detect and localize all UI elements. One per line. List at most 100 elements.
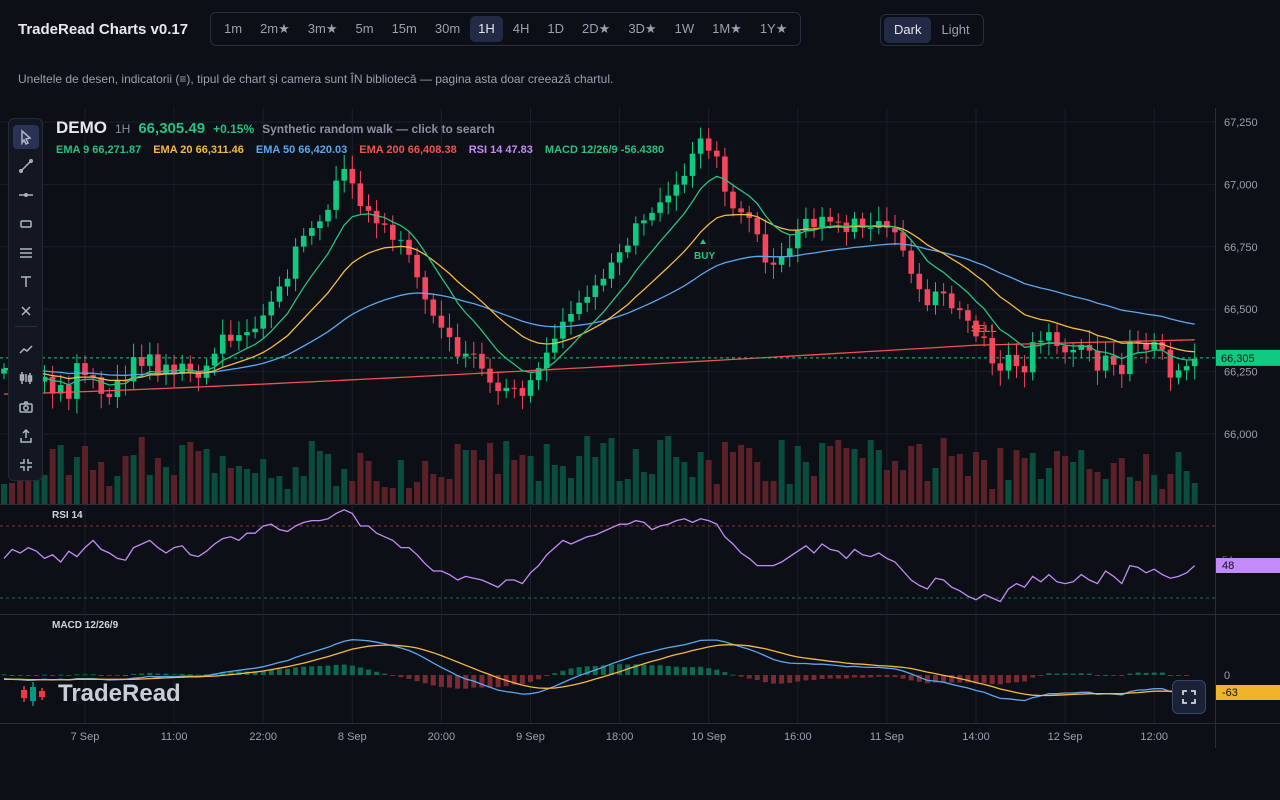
candle-body — [714, 150, 720, 157]
indicator-legend-item[interactable]: RSI 14 47.83 — [468, 144, 533, 156]
volume-bar — [859, 458, 866, 504]
macd-histogram-bar — [447, 675, 452, 688]
indicator-legend-item[interactable]: MACD 12/26/9 -56.4380 — [544, 144, 665, 156]
macd-histogram-bar — [479, 675, 485, 688]
indicator-legend-item[interactable]: EMA 200 66,408.38 — [359, 144, 457, 156]
cursor-icon — [21, 129, 32, 145]
compress-tool[interactable] — [13, 453, 39, 477]
macd-histogram-bar — [228, 671, 234, 675]
volume-bar — [989, 489, 996, 504]
candle-body — [1175, 370, 1182, 378]
drawing-toolbar — [8, 118, 43, 481]
last-price-tag-text: 66,305 — [1221, 353, 1255, 365]
candles-type-tool[interactable] — [13, 366, 39, 390]
candle-body — [179, 363, 185, 374]
timeframe-4H[interactable]: 4H — [512, 21, 530, 36]
symbol-search-link[interactable]: Synthetic random walk — click to search — [262, 122, 495, 136]
macd-histogram-bar — [25, 675, 31, 676]
timeframe-5m[interactable]: 5m — [355, 21, 374, 36]
volume-bar — [90, 470, 97, 504]
time-axis-label: 11:00 — [161, 731, 188, 743]
chart-legend: DEMO 1H 66,305.49 +0.15% Synthetic rando… — [56, 118, 664, 156]
top-bar: TradeRead Charts v0.17 1m 2m★ 3m★ 5m 15m 30m 1… — [0, 0, 1280, 60]
volume-bar — [503, 441, 510, 504]
candle-body — [195, 372, 202, 378]
chart-canvas[interactable]: 66,305 67,250 67,000 66,750 66,500 66,250 66,0… — [0, 108, 1280, 748]
cursor-tool[interactable] — [13, 125, 39, 149]
watermark-text: TradeRead — [58, 680, 181, 707]
volume-bar — [527, 456, 534, 504]
candle-body — [989, 337, 995, 364]
macd-histogram-bar — [487, 675, 493, 688]
timeframe-3D-star[interactable]: 3D★ — [628, 21, 657, 36]
timeframe-2m-star[interactable]: 2m★ — [260, 21, 290, 36]
volume-bar — [640, 472, 647, 504]
macd-histogram-bar — [1038, 675, 1044, 676]
macd-histogram-bar — [398, 675, 404, 678]
timeframe-1W[interactable]: 1W — [674, 21, 695, 36]
volume-bar — [713, 484, 720, 504]
timeframe-2D-star[interactable]: 2D★ — [582, 21, 611, 36]
horizontal-line-tool[interactable] — [13, 183, 39, 207]
timeframe-1D[interactable]: 1D — [547, 21, 565, 36]
candle-body — [1086, 344, 1093, 351]
candle-body — [114, 379, 121, 398]
clear-tool[interactable] — [13, 299, 39, 323]
candle-body — [770, 262, 777, 265]
candle-body — [592, 285, 599, 297]
theme-dark-button[interactable]: Dark — [884, 17, 932, 43]
timeframe-1M-star[interactable]: 1M★ — [712, 21, 742, 36]
fullscreen-button[interactable] — [1172, 680, 1206, 714]
candle-body — [1054, 332, 1060, 346]
candle-body — [754, 217, 761, 235]
macd-histogram-bar — [220, 672, 226, 675]
timeframe-1Y-star[interactable]: 1Y★ — [759, 21, 788, 36]
volume-bar — [106, 486, 113, 504]
camera-tool[interactable] — [13, 395, 39, 419]
volume-bar — [1078, 450, 1085, 504]
candle-body — [1078, 344, 1085, 350]
candle-body — [560, 321, 566, 339]
symbol-name[interactable]: DEMO — [56, 118, 107, 137]
line-chart-type-tool[interactable] — [13, 337, 39, 361]
volume-bar — [203, 449, 210, 504]
volume-bar — [649, 474, 655, 504]
price-axis-label: 66,000 — [1224, 429, 1258, 441]
timeframe-1m[interactable]: 1m — [224, 21, 243, 36]
candle-body — [965, 310, 971, 321]
timeframe-15m[interactable]: 15m — [391, 21, 417, 36]
volume-bar — [535, 481, 542, 504]
candle-body — [422, 277, 428, 300]
macd-histogram-bar — [552, 673, 558, 675]
candle-body — [341, 168, 347, 181]
fib-tool[interactable] — [13, 241, 39, 265]
macd-histogram-bar — [1005, 675, 1011, 683]
candle-body — [1013, 354, 1020, 367]
share-tool[interactable] — [13, 424, 39, 448]
volume-bar — [657, 440, 664, 504]
volume-bar — [397, 460, 404, 504]
timeframe-1H[interactable]: 1H — [470, 16, 503, 42]
macd-histogram-bar — [236, 671, 242, 675]
volume-bar — [568, 478, 574, 504]
candle-body — [600, 278, 607, 286]
volume-bar — [1013, 450, 1020, 504]
macd-histogram-bar — [673, 666, 679, 675]
macd-histogram-bar — [341, 664, 347, 675]
timeframe-30m[interactable]: 30m — [434, 21, 461, 36]
volume-bar — [260, 459, 267, 504]
indicator-legend-item[interactable]: EMA 20 66,311.46 — [153, 144, 244, 156]
candle-body — [471, 353, 477, 355]
timeframe-3m-star[interactable]: 3m★ — [307, 21, 338, 36]
candle-body — [228, 334, 234, 341]
macd-histogram-bar — [195, 674, 201, 676]
rectangle-tool[interactable] — [13, 212, 39, 236]
text-tool[interactable] — [13, 270, 39, 294]
indicator-legend-item[interactable]: EMA 50 66,420.03 — [255, 144, 348, 156]
volume-bar — [316, 451, 323, 504]
theme-light-button[interactable]: Light — [941, 22, 970, 37]
indicator-legend-item[interactable]: EMA 9 66,271.87 — [56, 144, 142, 156]
text-icon — [21, 276, 31, 287]
trendline-tool[interactable] — [13, 154, 39, 178]
candle-body — [219, 334, 226, 354]
